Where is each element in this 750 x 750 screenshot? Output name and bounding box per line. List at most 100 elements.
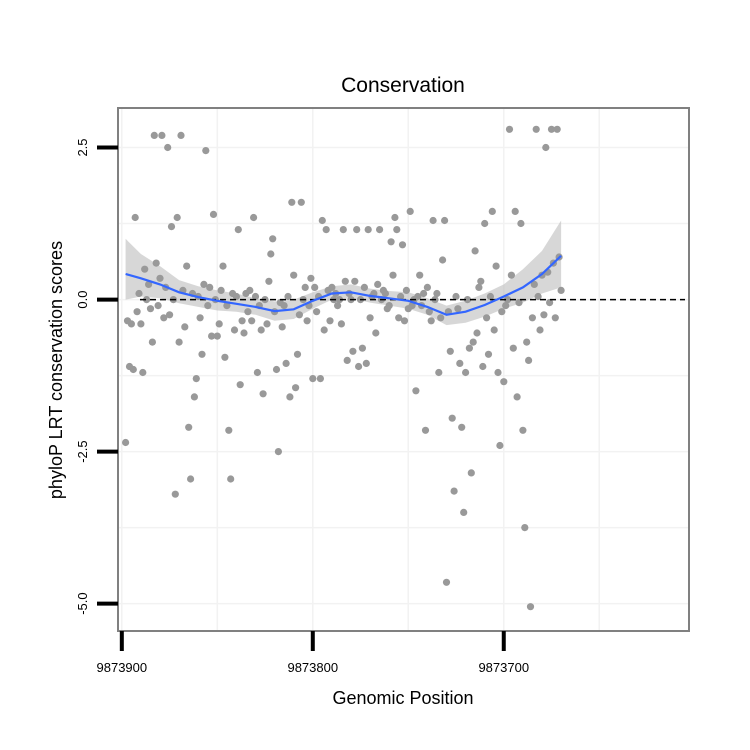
data-point bbox=[177, 131, 185, 139]
data-point bbox=[267, 250, 275, 258]
data-point bbox=[488, 207, 496, 215]
data-point bbox=[492, 262, 500, 270]
data-point bbox=[429, 216, 437, 225]
data-point bbox=[479, 362, 487, 371]
data-point bbox=[523, 338, 531, 346]
data-point bbox=[364, 226, 372, 234]
data-point bbox=[175, 338, 183, 346]
data-point bbox=[158, 131, 166, 139]
data-point bbox=[200, 280, 208, 288]
data-point bbox=[450, 487, 458, 495]
data-point bbox=[391, 213, 399, 222]
data-point bbox=[313, 308, 321, 316]
data-point bbox=[408, 302, 416, 310]
data-point bbox=[421, 426, 430, 434]
data-point bbox=[248, 317, 256, 325]
data-point bbox=[412, 387, 420, 395]
data-point bbox=[156, 274, 164, 282]
data-point bbox=[227, 475, 235, 483]
data-point bbox=[202, 147, 210, 155]
data-point bbox=[442, 578, 451, 586]
data-point bbox=[557, 286, 565, 294]
data-point bbox=[540, 311, 548, 319]
data-point bbox=[519, 426, 527, 434]
data-point bbox=[166, 311, 174, 319]
x-axis-title: Genomic Position bbox=[332, 688, 473, 708]
data-point bbox=[513, 393, 521, 401]
data-point bbox=[223, 302, 231, 310]
x-axis: 9873900 9873800 9873700 bbox=[97, 631, 529, 675]
data-point bbox=[328, 283, 336, 291]
data-point bbox=[311, 283, 319, 291]
data-point bbox=[278, 323, 286, 331]
data-point bbox=[265, 277, 273, 285]
data-point bbox=[498, 308, 506, 316]
data-point bbox=[135, 289, 143, 298]
data-point bbox=[173, 213, 181, 222]
data-point bbox=[208, 332, 216, 340]
data-point bbox=[448, 414, 456, 422]
data-point bbox=[337, 320, 345, 328]
data-point bbox=[381, 289, 389, 298]
x-tick-label: 9873800 bbox=[287, 660, 338, 675]
data-point bbox=[316, 375, 324, 383]
data-point bbox=[288, 198, 296, 206]
data-point bbox=[192, 375, 200, 383]
data-point bbox=[414, 292, 422, 301]
data-point bbox=[196, 314, 204, 322]
data-point bbox=[141, 265, 149, 273]
data-point bbox=[530, 280, 538, 288]
data-point bbox=[502, 302, 510, 310]
data-point bbox=[282, 359, 290, 367]
data-point bbox=[423, 283, 431, 291]
data-point bbox=[400, 317, 409, 325]
data-point bbox=[320, 326, 328, 334]
data-point bbox=[171, 490, 179, 498]
data-point bbox=[507, 271, 515, 279]
data-point bbox=[462, 368, 470, 377]
data-point bbox=[145, 280, 153, 288]
data-point bbox=[303, 317, 311, 325]
data-point bbox=[209, 210, 218, 218]
data-point bbox=[509, 344, 517, 352]
data-point bbox=[181, 323, 189, 331]
data-point bbox=[458, 423, 466, 431]
data-point bbox=[525, 356, 533, 364]
data-point bbox=[435, 368, 443, 377]
data-point bbox=[460, 508, 468, 516]
data-point bbox=[532, 125, 540, 133]
data-point bbox=[500, 378, 508, 386]
data-point bbox=[526, 603, 535, 611]
data-point bbox=[154, 302, 162, 310]
data-point bbox=[335, 296, 344, 304]
data-point bbox=[534, 292, 542, 301]
data-point bbox=[355, 362, 363, 371]
data-point bbox=[146, 305, 155, 313]
data-point bbox=[286, 393, 294, 401]
data-point bbox=[139, 368, 147, 377]
data-point bbox=[127, 320, 135, 328]
data-point bbox=[536, 326, 544, 334]
data-point bbox=[225, 426, 233, 434]
data-point bbox=[446, 347, 454, 355]
data-point bbox=[246, 286, 254, 294]
data-point bbox=[307, 274, 315, 282]
data-point bbox=[454, 305, 462, 313]
data-point bbox=[238, 317, 246, 325]
data-point bbox=[441, 216, 449, 225]
data-point bbox=[349, 347, 357, 355]
y-axis: -5.0 -2.5 0.0 2.5 bbox=[75, 138, 118, 615]
chart-title: Conservation bbox=[341, 74, 465, 97]
data-point bbox=[250, 213, 258, 222]
smooth-line-path bbox=[125, 255, 562, 316]
data-point bbox=[397, 292, 405, 301]
data-point bbox=[343, 356, 351, 364]
data-point bbox=[467, 469, 475, 477]
data-point bbox=[490, 326, 498, 334]
data-point bbox=[234, 226, 242, 234]
data-point bbox=[122, 438, 130, 447]
data-point bbox=[297, 198, 305, 206]
data-point bbox=[463, 296, 472, 304]
data-point bbox=[292, 384, 300, 392]
